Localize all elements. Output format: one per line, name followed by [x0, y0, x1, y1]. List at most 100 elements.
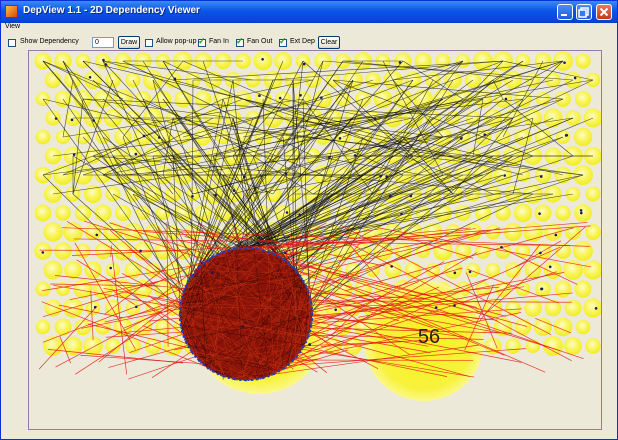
module-node[interactable] [544, 223, 562, 241]
module-node[interactable] [94, 242, 112, 260]
module-node[interactable] [515, 243, 531, 259]
module-node[interactable] [75, 243, 91, 259]
module-node[interactable] [83, 184, 103, 204]
module-node[interactable] [555, 205, 571, 221]
module-node[interactable] [505, 300, 521, 316]
module-node[interactable] [563, 260, 583, 280]
module-node[interactable] [54, 242, 72, 260]
module-node[interactable] [544, 299, 562, 317]
fan-out-checkbox[interactable] [236, 36, 244, 47]
module-node[interactable] [105, 262, 121, 278]
module-node[interactable] [35, 319, 51, 335]
module-node[interactable] [543, 336, 563, 356]
module-node[interactable] [253, 51, 273, 71]
module-node[interactable] [44, 71, 62, 89]
module-node[interactable] [505, 338, 521, 354]
module-node[interactable] [534, 204, 552, 222]
module-node[interactable] [533, 317, 553, 337]
draw-button[interactable]: Draw [118, 36, 140, 49]
module-node[interactable] [54, 318, 72, 336]
module-node[interactable] [505, 262, 521, 278]
maximize-button[interactable] [576, 4, 592, 20]
module-node[interactable] [384, 223, 402, 241]
module-node[interactable] [133, 279, 153, 299]
module-node[interactable] [515, 281, 531, 297]
module-node[interactable] [534, 128, 552, 146]
title-bar[interactable]: DepView 1.1 - 2D Dependency Viewer [1, 1, 617, 23]
allow-popup-checkbox[interactable] [145, 39, 153, 47]
module-node[interactable] [274, 52, 292, 70]
module-node[interactable] [564, 223, 582, 241]
module-node[interactable] [503, 222, 523, 242]
module-node[interactable] [145, 262, 161, 278]
module-node[interactable] [83, 336, 103, 356]
module-node[interactable] [474, 204, 492, 222]
module-node[interactable] [123, 222, 143, 242]
module-node[interactable] [314, 204, 332, 222]
module-node[interactable] [135, 205, 151, 221]
module-node[interactable] [514, 318, 532, 336]
module-node[interactable] [573, 241, 593, 261]
module-node[interactable] [335, 205, 351, 221]
module-node[interactable] [344, 337, 362, 355]
module-node[interactable] [384, 261, 402, 279]
module-node[interactable] [454, 242, 472, 260]
module-node[interactable] [585, 338, 601, 354]
module-node[interactable] [194, 204, 212, 222]
module-node[interactable] [105, 338, 121, 354]
module-node[interactable] [574, 280, 592, 298]
module-node[interactable] [485, 262, 501, 278]
module-node[interactable] [84, 223, 102, 241]
module-node[interactable] [564, 299, 582, 317]
module-node[interactable] [585, 186, 601, 202]
module-node[interactable] [35, 129, 51, 145]
module-node[interactable] [63, 222, 83, 242]
module-node[interactable] [583, 260, 602, 280]
module-node[interactable] [575, 53, 591, 69]
module-node[interactable] [475, 243, 491, 259]
module-node[interactable] [584, 223, 601, 241]
module-node[interactable] [575, 319, 591, 335]
module-node[interactable] [473, 51, 493, 71]
module-node[interactable] [524, 261, 542, 279]
show-dependency-checkbox[interactable] [8, 39, 16, 47]
module-node[interactable] [583, 298, 602, 318]
module-node[interactable] [393, 203, 413, 223]
module-node[interactable] [535, 91, 551, 107]
module-node[interactable] [573, 127, 593, 147]
ext-dep-checkbox[interactable] [279, 36, 287, 47]
module-node[interactable] [274, 204, 292, 222]
fan-in-checkbox[interactable] [198, 36, 206, 47]
minimize-button[interactable] [557, 4, 573, 20]
module-node[interactable] [554, 280, 572, 298]
module-node[interactable] [64, 261, 82, 279]
module-node[interactable] [335, 91, 351, 107]
module-node[interactable] [63, 336, 83, 356]
module-node[interactable] [43, 260, 63, 280]
module-node[interactable] [55, 205, 71, 221]
module-node[interactable] [85, 300, 101, 316]
module-node[interactable] [484, 337, 502, 355]
module-node[interactable] [155, 319, 171, 335]
module-node[interactable] [35, 281, 51, 297]
module-node[interactable] [425, 262, 441, 278]
module-node[interactable] [124, 261, 142, 279]
close-button[interactable] [596, 4, 612, 20]
module-node[interactable] [43, 222, 63, 242]
module-node[interactable] [554, 242, 572, 260]
module-node[interactable] [404, 261, 422, 279]
module-node[interactable] [43, 336, 63, 356]
module-node[interactable] [554, 166, 572, 184]
module-node[interactable] [94, 204, 112, 222]
module-node[interactable] [465, 262, 481, 278]
clear-button[interactable]: Clear [318, 36, 340, 49]
module-node[interactable] [513, 203, 533, 223]
module-node[interactable] [574, 90, 592, 108]
module-node[interactable] [55, 281, 71, 297]
dependency-graph[interactable]: 56 [29, 51, 602, 430]
module-node[interactable] [45, 110, 61, 126]
module-node[interactable] [74, 204, 92, 222]
module-node[interactable] [564, 337, 582, 355]
module-node[interactable] [464, 223, 482, 241]
module-node[interactable] [495, 205, 511, 221]
